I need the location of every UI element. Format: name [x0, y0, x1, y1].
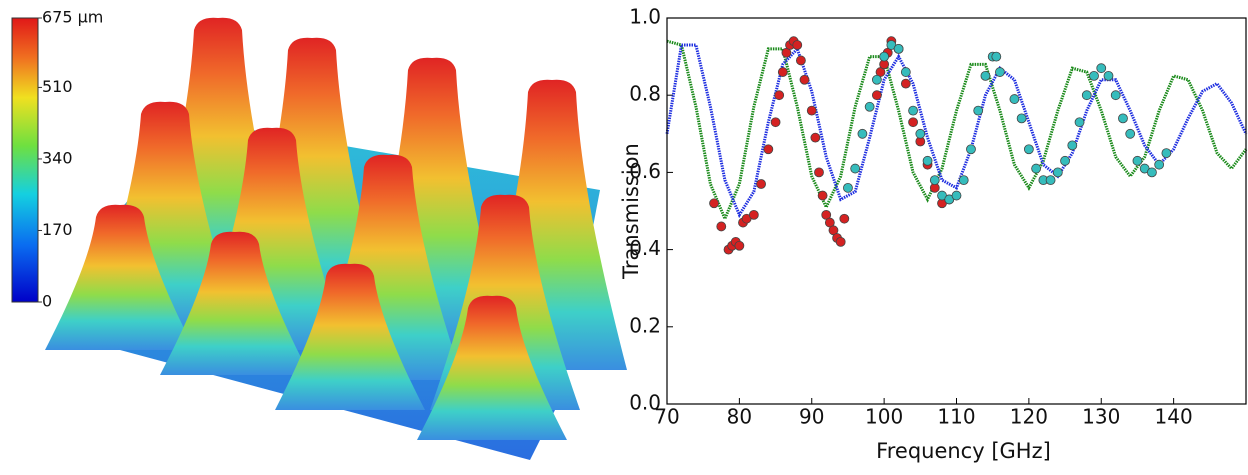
data-point	[871, 74, 882, 85]
data-point	[908, 105, 918, 116]
data-point	[709, 198, 719, 209]
plot-frame	[666, 17, 1247, 405]
colorbar-scale	[11, 17, 39, 303]
data-point	[763, 144, 774, 155]
x-tick-label: 100	[865, 405, 903, 429]
data-point	[908, 117, 918, 128]
data-point	[900, 67, 911, 77]
data-point	[748, 209, 759, 220]
data-point	[1161, 148, 1172, 159]
y-tick-label: 1.0	[629, 5, 661, 29]
data-point	[835, 236, 846, 247]
data-point	[1132, 155, 1143, 166]
data-point	[1103, 71, 1114, 81]
data-point	[810, 132, 821, 143]
data-point	[893, 43, 904, 54]
data-point	[716, 221, 727, 232]
data-point	[850, 163, 861, 174]
data-point	[958, 175, 969, 186]
data-point	[1110, 90, 1121, 101]
data-point	[1118, 113, 1128, 124]
data-point	[1045, 175, 1056, 186]
data-point	[1031, 163, 1042, 174]
data-point	[817, 190, 828, 201]
data-point	[879, 51, 890, 62]
data-point	[973, 105, 984, 116]
data-point	[806, 105, 817, 116]
surface-plot	[45, 17, 627, 460]
surface-peak	[275, 263, 425, 410]
x-tick-label: 110	[937, 405, 975, 429]
x-tick-label: 70	[654, 405, 679, 429]
data-point	[1125, 128, 1136, 139]
data-point	[980, 71, 991, 81]
data-point	[777, 67, 788, 77]
colorbar: 0 170 340 510 675 μm	[11, 8, 103, 311]
y-tick-label: 0.8	[629, 82, 661, 106]
x-tick-label: 130	[1082, 405, 1120, 429]
data-point	[1154, 159, 1165, 170]
data-point	[792, 40, 803, 50]
data-point	[929, 175, 940, 186]
surface-peak	[45, 204, 195, 350]
line-plot: 0.0 0.2 0.4 0.6 0.8 1.0 70 80 90 100 110 120 130 140 F…	[619, 5, 1248, 463]
data-point	[734, 240, 745, 251]
data-point	[1060, 155, 1070, 166]
y-axis-label: Transmission	[619, 143, 643, 280]
data-point	[1089, 71, 1099, 81]
colorbar-tick-label: 510	[42, 77, 73, 96]
y-tick-label: 0.2	[629, 313, 661, 337]
data-point	[799, 74, 810, 85]
data-point	[1023, 144, 1034, 155]
data-point	[1067, 140, 1078, 151]
data-point	[1147, 167, 1157, 178]
data-point	[1074, 117, 1085, 128]
data-point	[871, 90, 882, 101]
data-point	[864, 101, 875, 112]
data-point	[922, 155, 933, 166]
data-point	[1096, 63, 1107, 74]
data-point	[1052, 167, 1063, 178]
y-tick-label: 0.6	[629, 159, 661, 183]
data-point	[1009, 94, 1020, 104]
colorbar-tick-label: 170	[42, 220, 73, 239]
y-tick-label: 0.0	[629, 391, 661, 415]
data-point	[774, 90, 785, 101]
data-point	[795, 55, 806, 66]
x-axis-label: Frequency [GHz]	[876, 439, 1051, 463]
data-point	[966, 144, 976, 155]
data-point	[839, 213, 850, 224]
y-tick-label: 0.4	[629, 236, 661, 260]
data-point	[1016, 113, 1027, 124]
data-point	[991, 51, 1002, 62]
colorbar-tick-label: 675 μm	[42, 8, 103, 27]
x-tick-label: 120	[1010, 405, 1048, 429]
data-point	[900, 78, 911, 89]
colorbar-tick-label: 340	[42, 148, 73, 167]
data-point	[915, 128, 926, 139]
surface-peak	[417, 295, 567, 440]
data-point	[951, 190, 962, 201]
x-tick-label: 140	[1155, 405, 1193, 429]
colorbar-tick-label: 0	[42, 292, 52, 311]
data-point	[843, 182, 853, 193]
data-point	[756, 179, 766, 189]
data-point	[995, 67, 1005, 77]
model-line	[666, 39, 1248, 223]
x-tick-label: 80	[727, 405, 752, 429]
model-line	[665, 43, 1248, 219]
x-tick-label: 90	[799, 405, 824, 429]
data-point	[1081, 90, 1092, 101]
surface-peak	[160, 231, 310, 375]
data-point	[770, 117, 781, 128]
data-point	[857, 128, 868, 139]
data-point	[814, 167, 824, 178]
